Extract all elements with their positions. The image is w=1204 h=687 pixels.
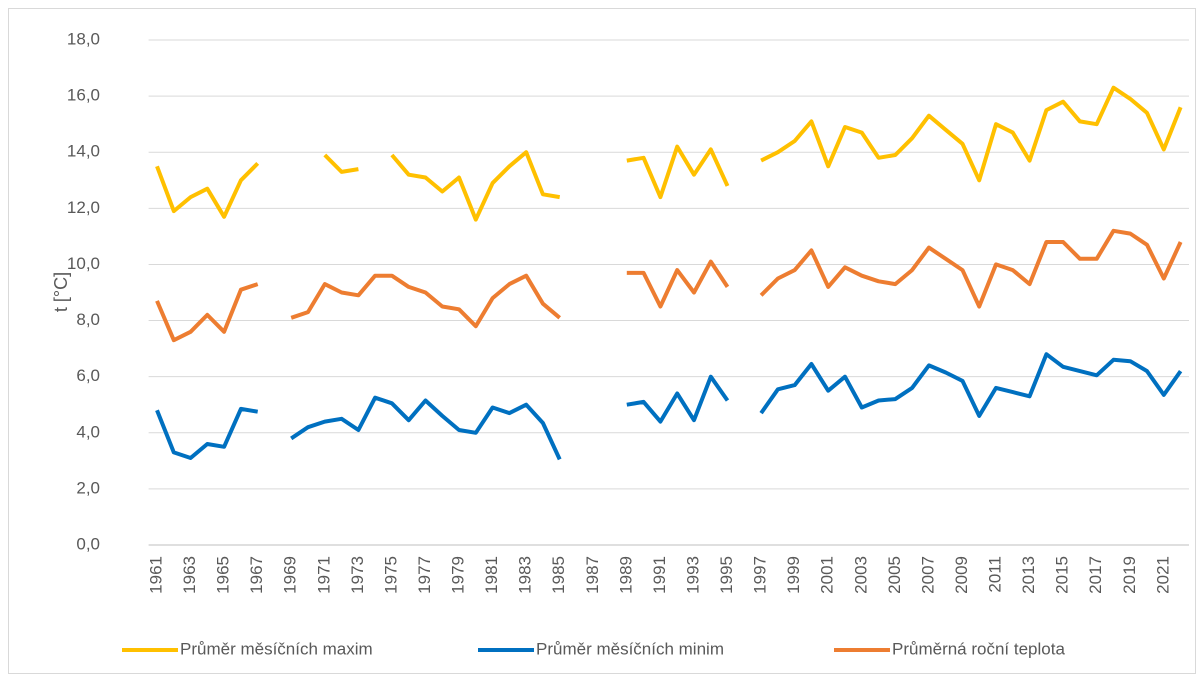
x-tick-label: 1969 (281, 556, 300, 594)
x-tick-label: 1987 (583, 556, 602, 594)
x-tick-label: 1979 (449, 556, 468, 594)
x-tick-label: 2007 (918, 556, 937, 594)
y-tick-label: 8,0 (76, 310, 100, 329)
x-tick-label: 2001 (818, 556, 837, 594)
x-tick-label: 2019 (1120, 556, 1139, 594)
legend-label: Průměr měsíčních minim (536, 639, 724, 658)
x-tick-label: 2003 (851, 556, 870, 594)
x-tick-label: 1961 (146, 556, 165, 594)
x-tick-label: 1999 (784, 556, 803, 594)
x-tick-label: 1971 (314, 556, 333, 594)
x-tick-label: 2021 (1153, 556, 1172, 594)
x-tick-label: 1963 (180, 556, 199, 594)
y-tick-label: 12,0 (67, 198, 100, 217)
legend-label: Průměrná roční teplota (892, 639, 1065, 658)
x-tick-label: 1983 (516, 556, 535, 594)
x-tick-label: 1981 (482, 556, 501, 594)
series-line (155, 352, 1183, 461)
x-tick-label: 1977 (415, 556, 434, 594)
x-tick-label: 1995 (717, 556, 736, 594)
x-tick-label: 2005 (885, 556, 904, 594)
x-tick-label: 1993 (683, 556, 702, 594)
series-line (155, 228, 1183, 343)
x-tick-label: 1965 (214, 556, 233, 594)
y-tick-label: 14,0 (67, 142, 100, 161)
y-tick-label: 10,0 (67, 254, 100, 273)
legend-label: Průměr měsíčních maxim (180, 639, 373, 658)
x-tick-label: 1967 (247, 556, 266, 594)
series-line (155, 85, 1183, 222)
y-tick-label: 2,0 (76, 478, 100, 497)
x-tick-label: 2015 (1053, 556, 1072, 594)
x-tick-label: 1997 (751, 556, 770, 594)
x-tick-label: 1991 (650, 556, 669, 594)
y-tick-label: 4,0 (76, 422, 100, 441)
x-tick-label: 1989 (616, 556, 635, 594)
y-tick-label: 6,0 (76, 366, 100, 385)
y-tick-label: 16,0 (67, 86, 100, 105)
x-tick-label: 2011 (986, 556, 1005, 593)
x-tick-label: 2009 (952, 556, 971, 594)
y-tick-label: 0,0 (76, 534, 100, 553)
x-tick-label: 2013 (1019, 556, 1038, 594)
x-tick-label: 1973 (348, 556, 367, 594)
x-tick-label: 1975 (381, 556, 400, 594)
y-axis-label: t [°C] (51, 272, 71, 312)
y-tick-label: 18,0 (67, 29, 100, 48)
chart-border (8, 8, 1196, 674)
x-tick-label: 1985 (549, 556, 568, 594)
x-tick-label: 2017 (1086, 556, 1105, 594)
